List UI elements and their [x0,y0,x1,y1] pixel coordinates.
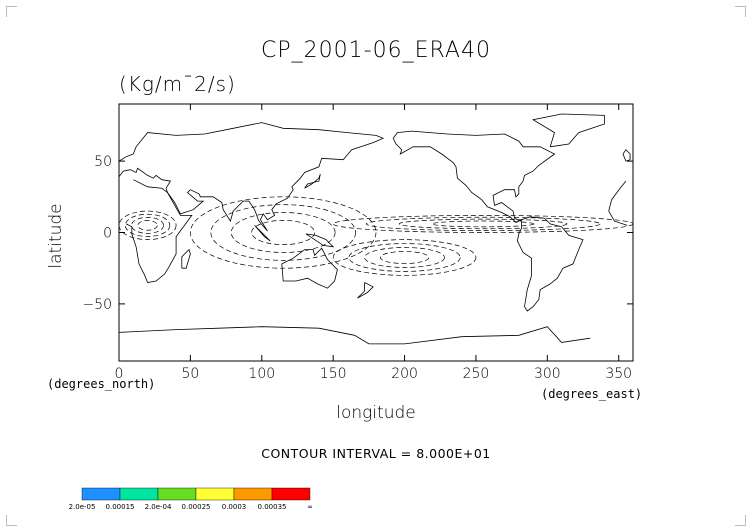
colorbar [81,487,311,501]
y-axis-label: latitude [46,203,66,269]
contour-south-pacific-convergence-zone [348,243,461,272]
y-tick-label: 50 [94,154,112,170]
contour-indian-ocean-maritime-continent [230,212,336,253]
contour-west-africa [124,213,171,237]
dashed-contours [118,196,634,276]
colorbar-label: 2.0e-04 [144,503,172,511]
chart-title: CP_2001-06_ERA40 [261,38,491,63]
colorbar-label: ∞ [307,503,313,511]
y-unit-note: (degrees_north) [47,377,156,391]
crop-mark-top-right [735,6,746,17]
x-tick-label: 200 [391,366,418,382]
chart-units: (Kg/m¯2/s) [119,72,236,96]
colorbar-swatch [271,487,311,501]
colorbar-swatch [81,487,121,501]
madagascar-coast [181,248,191,269]
crop-mark-bottom-right [735,515,746,526]
japan-coast [304,173,321,189]
colorbar-label: 0.00025 [181,503,211,511]
x-tick-label: 100 [248,366,275,382]
contour-south-pacific-convergence-zone [364,247,445,268]
contour-itcz-pacific [365,216,601,231]
uk-coast [622,149,631,162]
colorbar-swatch [233,487,273,501]
x-tick-label: 50 [181,366,199,382]
new-zealand-coast [357,282,374,299]
x-axis-label: longitude [336,403,416,423]
africa-coast [125,179,628,283]
x-unit-note: (degrees_east) [541,387,643,401]
antarctica-coast [118,326,591,345]
y-tick-label: −50 [82,297,112,313]
colorbar-label: 2.0e-05 [68,503,96,511]
contour-indian-ocean-maritime-continent [190,196,377,269]
colorbar-swatch [195,487,235,501]
colorbar-label: 0.00035 [257,503,287,511]
colorbar-label: 0.0003 [221,503,247,511]
x-tick-label: 250 [463,366,490,382]
x-tick-label: 0 [115,366,124,382]
colorbar-label: 0.00015 [105,503,135,511]
europe-asia-coast [118,122,385,232]
south-america-coast [516,216,584,312]
contour-west-africa [131,217,164,234]
contour-west-africa [137,220,158,231]
x-tick-label: 150 [320,366,347,382]
contour-indian-ocean-maritime-continent [210,204,356,261]
contour-itcz-pacific [398,218,568,230]
contour-itcz-pacific [332,215,634,233]
north-america-coast [392,130,556,223]
x-axis-ticks: 0 50 100 150 200 250 300 350 [115,104,632,382]
contour-interval-text: CONTOUR INTERVAL = 8.000E+01 [261,446,491,461]
y-axis-ticks: −50 0 50 [82,154,633,313]
contour-south-pacific-convergence-zone [332,239,477,276]
x-tick-label: 300 [534,366,561,382]
greenland-coast [532,113,605,148]
contour-west-africa [118,210,177,240]
y-tick-label: 0 [103,226,112,242]
crop-mark-top-left [6,6,17,17]
contour-south-pacific-convergence-zone [379,251,430,264]
x-tick-label: 350 [605,366,632,382]
contour-indian-ocean-maritime-continent [251,220,316,245]
colorbar-swatch [119,487,159,501]
new-guinea-coast [305,233,335,248]
colorbar-swatch [157,487,197,501]
crop-mark-bottom-left [6,515,17,526]
contour-itcz-pacific [431,220,535,228]
borneo-sumatra-coast [254,225,271,242]
australia-coast [281,247,338,289]
coastlines [118,113,631,345]
